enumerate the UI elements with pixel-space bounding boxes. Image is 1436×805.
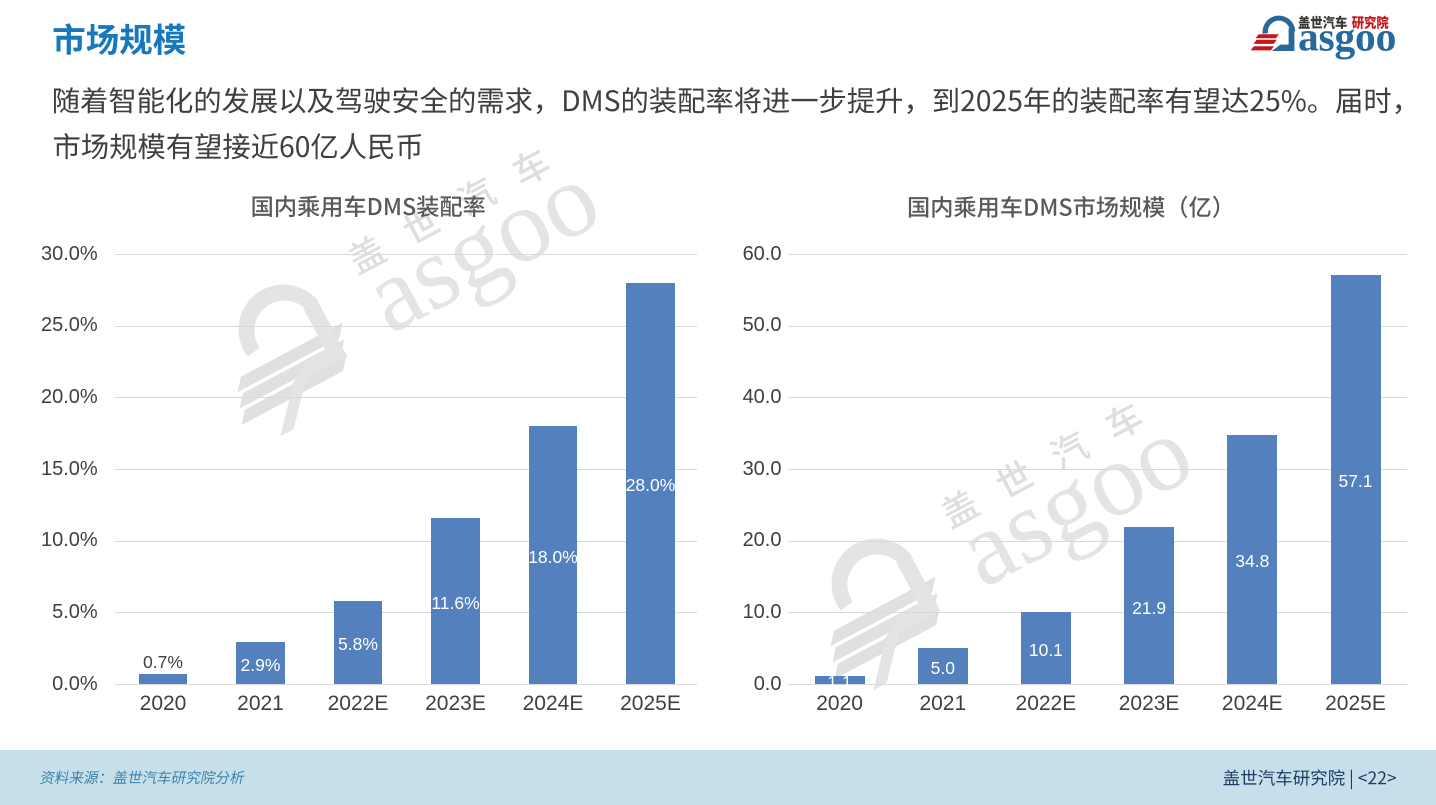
svg-text:asgoo: asgoo <box>1298 14 1396 60</box>
